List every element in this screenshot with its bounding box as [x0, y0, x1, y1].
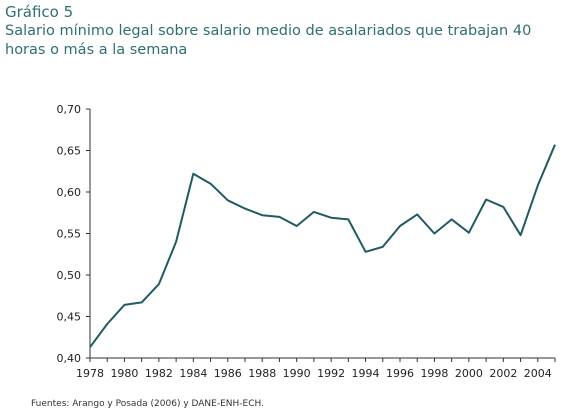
- x-tick-label: 1980: [110, 367, 138, 380]
- x-tick-label: 2000: [455, 367, 483, 380]
- x-tick-label: 1996: [386, 367, 414, 380]
- y-tick-label: 0,50: [57, 269, 82, 282]
- x-tick-label: 1978: [76, 367, 104, 380]
- source-note: Fuentes: Arango y Posada (2006) y DANE-E…: [31, 399, 264, 409]
- x-tick-label: 1990: [283, 367, 311, 380]
- x-tick-label: 1992: [317, 367, 345, 380]
- x-tick-label: 1988: [248, 367, 276, 380]
- x-tick-label: 2004: [524, 367, 552, 380]
- x-tick-label: 2002: [489, 367, 517, 380]
- figure-label: Gráfico 5: [5, 3, 74, 21]
- x-tick-label: 1994: [352, 367, 380, 380]
- chart-title: Salario mínimo legal sobre salario medio…: [5, 23, 532, 58]
- chart-axes: [89, 109, 555, 359]
- y-tick-label: 0,60: [57, 186, 82, 199]
- series-group: [89, 144, 556, 348]
- y-tick-label: 0,70: [57, 103, 82, 116]
- x-tick-label: 1998: [420, 367, 448, 380]
- y-axis-ticks: 0,40 0,45 0,50 0,55 0,60 0,65 0,70: [57, 103, 90, 365]
- y-tick-label: 0,65: [57, 145, 82, 158]
- chart-header: Gráfico 5 Salario mínimo legal sobre sal…: [5, 3, 565, 60]
- x-axis-ticks: 1978 1980 1982 1984 1986 1988 1990 1992 1994 1996…: [76, 358, 556, 380]
- y-tick-label: 0,40: [57, 352, 82, 365]
- x-tick-label: 1982: [145, 367, 173, 380]
- y-tick-label: 0,55: [57, 228, 82, 241]
- series-line: [89, 144, 556, 348]
- y-tick-label: 0,45: [57, 311, 82, 324]
- x-tick-label: 1986: [214, 367, 242, 380]
- x-tick-label: 1984: [179, 367, 207, 380]
